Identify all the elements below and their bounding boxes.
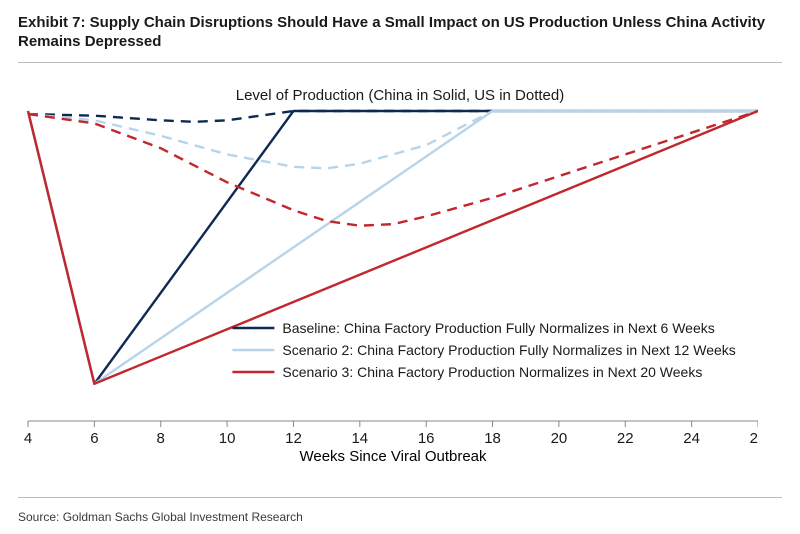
x-tick-label: 14 bbox=[351, 430, 368, 447]
title-divider bbox=[18, 62, 782, 63]
legend-label: Baseline: China Factory Production Fully… bbox=[282, 320, 714, 336]
page: Exhibit 7: Supply Chain Disruptions Shou… bbox=[0, 0, 800, 534]
x-tick-label: 22 bbox=[617, 430, 634, 447]
legend: Baseline: China Factory Production Fully… bbox=[232, 320, 735, 380]
chart-area: Level of Production (China in Solid, US … bbox=[18, 91, 782, 490]
legend-label: Scenario 3: China Factory Production Nor… bbox=[282, 364, 702, 380]
footer-divider bbox=[18, 497, 782, 498]
series-baseline_us bbox=[28, 111, 758, 122]
x-tick-label: 24 bbox=[683, 430, 700, 447]
x-tick-label: 4 bbox=[24, 430, 32, 447]
source-text: Source: Goldman Sachs Global Investment … bbox=[18, 510, 782, 524]
x-axis-label: Weeks Since Viral Outbreak bbox=[299, 448, 487, 461]
line-chart: 4 6 8 10 12 14 16 18 20 22 24 26 Weeks Since Viral O… bbox=[18, 91, 758, 461]
exhibit-title: Exhibit 7: Supply Chain Disruptions Shou… bbox=[18, 14, 782, 52]
x-tick-label: 6 bbox=[90, 430, 98, 447]
legend-label: Scenario 2: China Factory Production Ful… bbox=[282, 342, 735, 358]
chart-subtitle: Level of Production (China in Solid, US … bbox=[18, 87, 782, 104]
x-tick-label: 16 bbox=[418, 430, 435, 447]
x-tick-label: 18 bbox=[484, 430, 501, 447]
x-tick-label: 20 bbox=[551, 430, 568, 447]
x-tick-label: 10 bbox=[219, 430, 236, 447]
x-tick-label: 12 bbox=[285, 430, 302, 447]
x-tick-label: 8 bbox=[157, 430, 165, 447]
series-scenario3_us bbox=[28, 111, 758, 226]
x-tick-label: 26 bbox=[750, 430, 758, 447]
